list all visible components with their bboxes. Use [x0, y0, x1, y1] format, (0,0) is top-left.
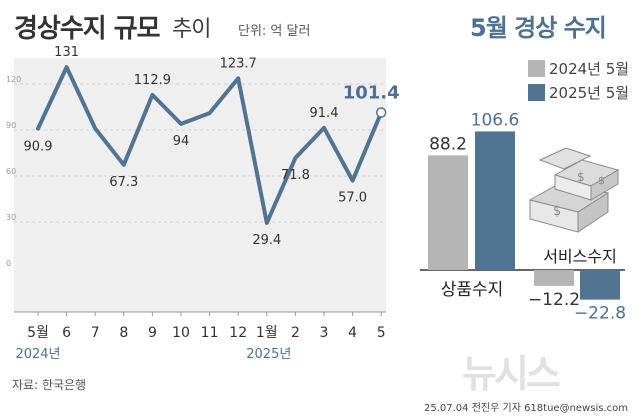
- x-tick-label: 6: [62, 325, 71, 341]
- data-label: 91.4: [310, 106, 339, 121]
- svg-text:$: $: [598, 174, 605, 187]
- data-label: 94: [173, 134, 190, 149]
- bar-value-label: −12.2: [528, 290, 580, 310]
- y-tick-label: 30: [6, 213, 16, 222]
- x-tick-label: 7: [91, 325, 100, 341]
- money-stack-icon: $ $ $: [528, 147, 620, 233]
- chart-title: 경상수지 규모: [14, 14, 161, 44]
- data-label: 71.8: [281, 168, 310, 183]
- data-label: 57.0: [338, 191, 367, 206]
- data-label: 101.4: [343, 83, 400, 104]
- legend-swatch-2024: [528, 60, 545, 77]
- x-tick-label: 9: [148, 325, 157, 341]
- year-label-2025: 2025년: [246, 347, 291, 362]
- data-label: 90.9: [24, 140, 53, 155]
- source-label: 자료: 한국은행: [12, 378, 87, 392]
- plot-area: [14, 58, 386, 312]
- bar-서비스수지-0: [534, 270, 574, 286]
- series-line: [36, 65, 384, 225]
- y-tick-label: 120: [6, 75, 21, 84]
- watermark: 뉴시스: [462, 352, 561, 396]
- category-label: 상품수지: [441, 280, 504, 300]
- inset-title: 5월 경상 수지: [470, 14, 607, 42]
- x-tick-label: 5: [377, 325, 386, 341]
- unit-label: 단위: 억 달러: [238, 24, 311, 39]
- x-tick-label: 10: [172, 325, 190, 341]
- data-point-last: [375, 107, 387, 118]
- legend-label-2024: 2024년 5월: [549, 60, 630, 78]
- bar-서비스수지-1: [580, 270, 620, 300]
- y-tick-label: 60: [6, 167, 16, 176]
- x-tick-label: 2: [291, 325, 300, 341]
- svg-text:$: $: [553, 204, 561, 219]
- bar-상품수지-0: [428, 155, 468, 270]
- year-label-2024: 2024년: [15, 347, 60, 362]
- x-tick-label: 11: [201, 325, 219, 341]
- legend-label-2025: 2025년 5월: [549, 84, 630, 102]
- x-tick-label: 5월: [27, 325, 49, 341]
- chart-title-suffix: 추이: [172, 17, 211, 42]
- bar-상품수지-1: [475, 131, 515, 270]
- bar-value-label: 106.6: [471, 110, 520, 130]
- x-tick-label: 3: [320, 325, 329, 341]
- data-label: 123.7: [220, 56, 257, 71]
- data-label: 112.9: [134, 73, 171, 88]
- x-tick-label: 1월: [256, 325, 278, 341]
- x-tick-label: 4: [348, 325, 357, 341]
- bar-value-label: −22.8: [574, 304, 626, 324]
- data-label: 29.4: [252, 233, 281, 248]
- category-label: 서비스수지: [543, 247, 617, 266]
- y-tick-label: 0: [6, 259, 11, 268]
- legend-swatch-2025: [528, 84, 545, 101]
- x-tick-label: 8: [119, 325, 128, 341]
- data-label: 67.3: [109, 175, 138, 190]
- svg-text:$: $: [577, 170, 585, 184]
- bar-value-label: 88.2: [429, 134, 467, 154]
- credit-label: 25.07.04 전진우 기자 618tue@newsis.com: [424, 403, 628, 414]
- x-tick-label: 12: [229, 325, 247, 341]
- data-label: 131: [54, 45, 79, 60]
- y-tick-label: 90: [6, 121, 16, 130]
